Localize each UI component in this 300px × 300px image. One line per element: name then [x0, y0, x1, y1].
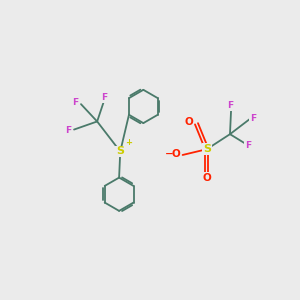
Text: F: F — [245, 141, 251, 150]
Text: S: S — [203, 144, 211, 154]
Text: F: F — [227, 101, 233, 110]
Text: O: O — [172, 149, 180, 159]
Text: O: O — [202, 172, 211, 183]
Text: F: F — [66, 125, 72, 134]
Text: F: F — [250, 113, 256, 122]
Text: +: + — [124, 138, 132, 147]
Text: S: S — [116, 146, 124, 157]
Text: F: F — [73, 98, 79, 107]
Text: O: O — [185, 117, 194, 127]
Text: F: F — [101, 93, 108, 102]
Text: −: − — [165, 149, 174, 159]
